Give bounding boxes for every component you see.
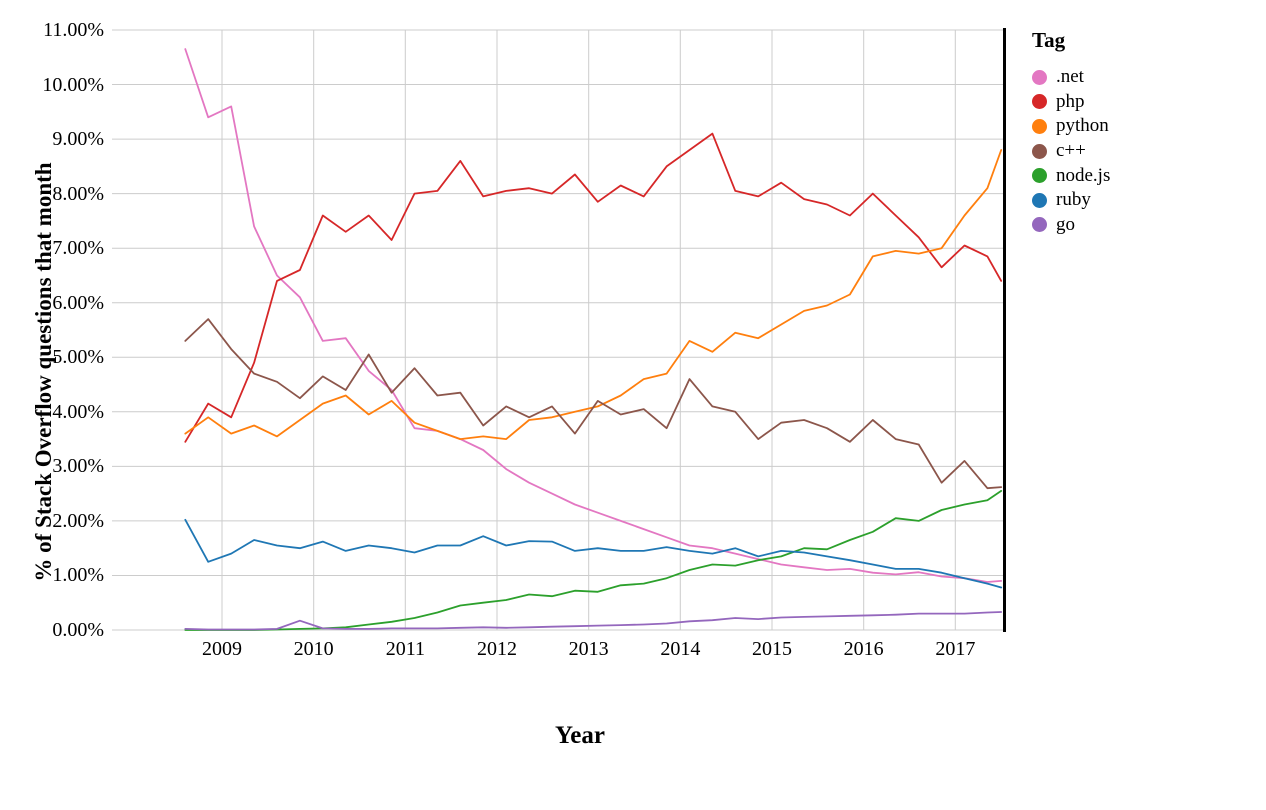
legend-items: .net php python c++ node.js ruby go (1032, 65, 1110, 237)
legend-item-label: php (1056, 90, 1085, 112)
y-tick-label: 10.00% (42, 73, 104, 96)
legend-marker-icon (1032, 94, 1047, 110)
legend-marker-icon (1032, 192, 1047, 208)
x-axis-title: Year (555, 722, 605, 749)
legend-item: node.js (1032, 163, 1110, 188)
series-line (184, 518, 1003, 589)
series-line (184, 132, 1003, 443)
x-tick-label: 2017 (935, 638, 976, 660)
series-line (184, 611, 1003, 631)
x-tick-label: 2015 (752, 638, 792, 660)
legend-item-label: ruby (1056, 189, 1091, 211)
legend-item-label: c++ (1056, 140, 1086, 162)
y-tick-label: 4.00% (52, 400, 104, 423)
y-tick-label: 3.00% (52, 455, 104, 478)
legend-item: c++ (1032, 139, 1110, 164)
legend-item-label: python (1056, 115, 1109, 137)
x-tick-label: 2016 (843, 638, 884, 660)
legend-marker-icon (1032, 168, 1047, 184)
series-line (184, 318, 1003, 490)
legend-marker-icon (1032, 69, 1047, 85)
y-tick-label: 2.00% (52, 509, 104, 532)
legend-item: .net (1032, 65, 1110, 90)
series-line (184, 149, 1003, 441)
legend-item: python (1032, 114, 1110, 139)
x-tick-label: 2011 (385, 638, 425, 660)
legend-marker-icon (1032, 118, 1047, 134)
legend-marker-icon (1032, 143, 1047, 159)
y-tick-label: 6.00% (52, 291, 104, 314)
series-line (184, 48, 1003, 583)
y-tick-label: 9.00% (52, 128, 104, 151)
legend-item-label: .net (1056, 66, 1084, 88)
legend: Tag .net php python c++ node.js ruby go (1032, 28, 1110, 237)
legend-item: ruby (1032, 188, 1110, 213)
x-tick-label: 2009 (202, 638, 242, 660)
y-tick-label: 0.00% (52, 619, 104, 641)
legend-title: Tag (1032, 28, 1066, 52)
y-tick-label: 1.00% (52, 564, 104, 587)
y-tick-label: 8.00% (52, 182, 104, 205)
y-tick-label: 11.00% (43, 19, 104, 41)
y-tick-label: 5.00% (52, 346, 104, 369)
legend-item-label: go (1056, 213, 1075, 235)
legend-item: go (1032, 213, 1110, 238)
x-tick-label: 2014 (660, 638, 701, 660)
legend-marker-icon (1032, 217, 1047, 233)
legend-item-label: node.js (1056, 164, 1111, 186)
y-tick-label: 7.00% (52, 237, 104, 260)
x-tick-label: 2013 (568, 638, 609, 660)
x-tick-label: 2010 (293, 638, 334, 660)
legend-item: php (1032, 90, 1110, 115)
x-tick-label: 2012 (477, 638, 517, 660)
